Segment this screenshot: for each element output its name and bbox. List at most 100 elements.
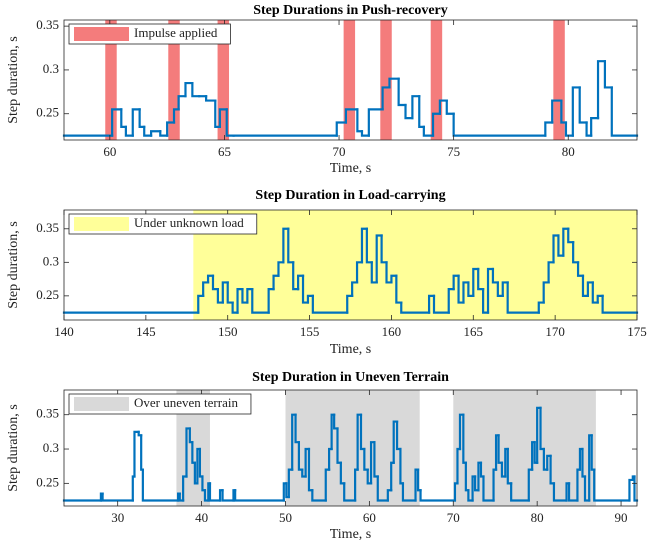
step-segment <box>301 468 307 478</box>
step-segment <box>596 60 607 120</box>
step-segment <box>294 413 301 444</box>
step-segment <box>552 234 560 264</box>
step-segment <box>301 274 310 304</box>
step-segment <box>234 489 285 502</box>
step-segment <box>482 475 495 502</box>
x-tick-label: 70 <box>447 510 460 525</box>
shaded-region <box>193 210 637 320</box>
step-segment <box>376 475 389 502</box>
step-segment <box>191 81 201 98</box>
step-segment <box>311 294 349 314</box>
step-segment <box>246 288 254 304</box>
legend-swatch <box>74 217 129 231</box>
step-segment <box>542 447 549 471</box>
step-segment <box>184 81 194 98</box>
step-segment <box>225 108 235 137</box>
step-segment <box>356 413 363 471</box>
step-segment <box>537 301 545 314</box>
step-segment <box>392 420 399 464</box>
step-segment <box>236 288 244 314</box>
step-segment <box>473 475 480 492</box>
step-segment <box>159 130 169 137</box>
step-segment <box>141 468 180 502</box>
step-segment <box>411 95 421 120</box>
step-segment <box>366 468 373 485</box>
step-segment <box>369 441 376 485</box>
legend: Over uneven terrain <box>68 393 252 415</box>
step-segment <box>304 447 311 478</box>
step-segment <box>567 482 579 502</box>
x-tick-label: 65 <box>218 144 231 159</box>
step-segment <box>206 274 215 284</box>
step-segment <box>185 427 191 478</box>
legend-label: Over uneven terrain <box>134 395 238 410</box>
step-segment <box>360 227 368 264</box>
x-tick-label: 175 <box>627 324 647 339</box>
step-segment <box>388 77 400 89</box>
step-segment <box>133 430 140 478</box>
step-segment <box>560 99 568 124</box>
axes-box <box>63 19 638 141</box>
x-tick-label: 40 <box>195 510 208 525</box>
step-segment <box>581 274 589 297</box>
step-segment <box>297 441 304 471</box>
step-segment <box>355 261 364 284</box>
step-segment <box>610 86 639 137</box>
shaded-region <box>105 20 117 140</box>
step-segment <box>208 482 222 502</box>
step-segment <box>251 288 270 314</box>
step-segment <box>567 227 575 244</box>
x-tick-label: 50 <box>279 510 292 525</box>
y-tick-label: 0.35 <box>36 17 59 32</box>
y-tick-label: 0.35 <box>36 406 59 421</box>
step-segment <box>633 475 639 502</box>
step-segment <box>375 234 383 284</box>
step-segment <box>365 227 373 264</box>
x-tick-label: 140 <box>54 324 74 339</box>
step-segment <box>467 489 474 502</box>
step-segment <box>576 261 585 277</box>
legend: Under unknown load <box>68 213 258 235</box>
step-segment <box>231 301 239 314</box>
step-segment <box>542 281 550 304</box>
y-tick-label: 0.3 <box>43 61 59 76</box>
step-segment <box>356 108 364 133</box>
step-segment <box>395 420 402 451</box>
step-segment <box>390 274 398 284</box>
step-segment <box>458 413 465 451</box>
y-tick-label: 0.25 <box>36 474 59 489</box>
step-segment <box>447 288 455 314</box>
step-segment <box>373 441 379 478</box>
x-axis-label: Time, s <box>330 342 372 357</box>
step-segment <box>287 468 294 499</box>
step-segment <box>221 281 229 304</box>
step-segment <box>306 294 314 304</box>
step-segment <box>590 117 600 137</box>
step-segment <box>324 468 331 502</box>
y-tick-label: 0.35 <box>36 220 59 235</box>
step-segment <box>205 95 217 102</box>
x-tick-label: 150 <box>218 324 238 339</box>
step-segment <box>547 261 555 284</box>
step-segment <box>539 406 545 451</box>
step-segment <box>422 125 435 137</box>
x-tick-label: 60 <box>103 144 116 159</box>
step-segment <box>211 274 219 291</box>
x-tick-label: 165 <box>464 324 484 339</box>
step-segment <box>221 489 235 502</box>
y-axis-label: Step duration, s <box>6 221 21 309</box>
step-segment <box>360 130 370 137</box>
step-segment <box>363 447 369 471</box>
shaded-region <box>380 20 392 140</box>
step-segment <box>571 86 581 137</box>
legend: Impulse applied <box>68 23 231 45</box>
step-segment <box>500 461 507 478</box>
step-segment <box>120 108 127 128</box>
step-segment <box>226 281 234 304</box>
x-tick-label: 60 <box>363 510 376 525</box>
step-segment <box>445 99 455 115</box>
step-segment <box>333 413 339 430</box>
x-tick-label: 145 <box>136 324 156 339</box>
x-tick-label: 70 <box>333 144 346 159</box>
step-segment <box>583 475 591 502</box>
